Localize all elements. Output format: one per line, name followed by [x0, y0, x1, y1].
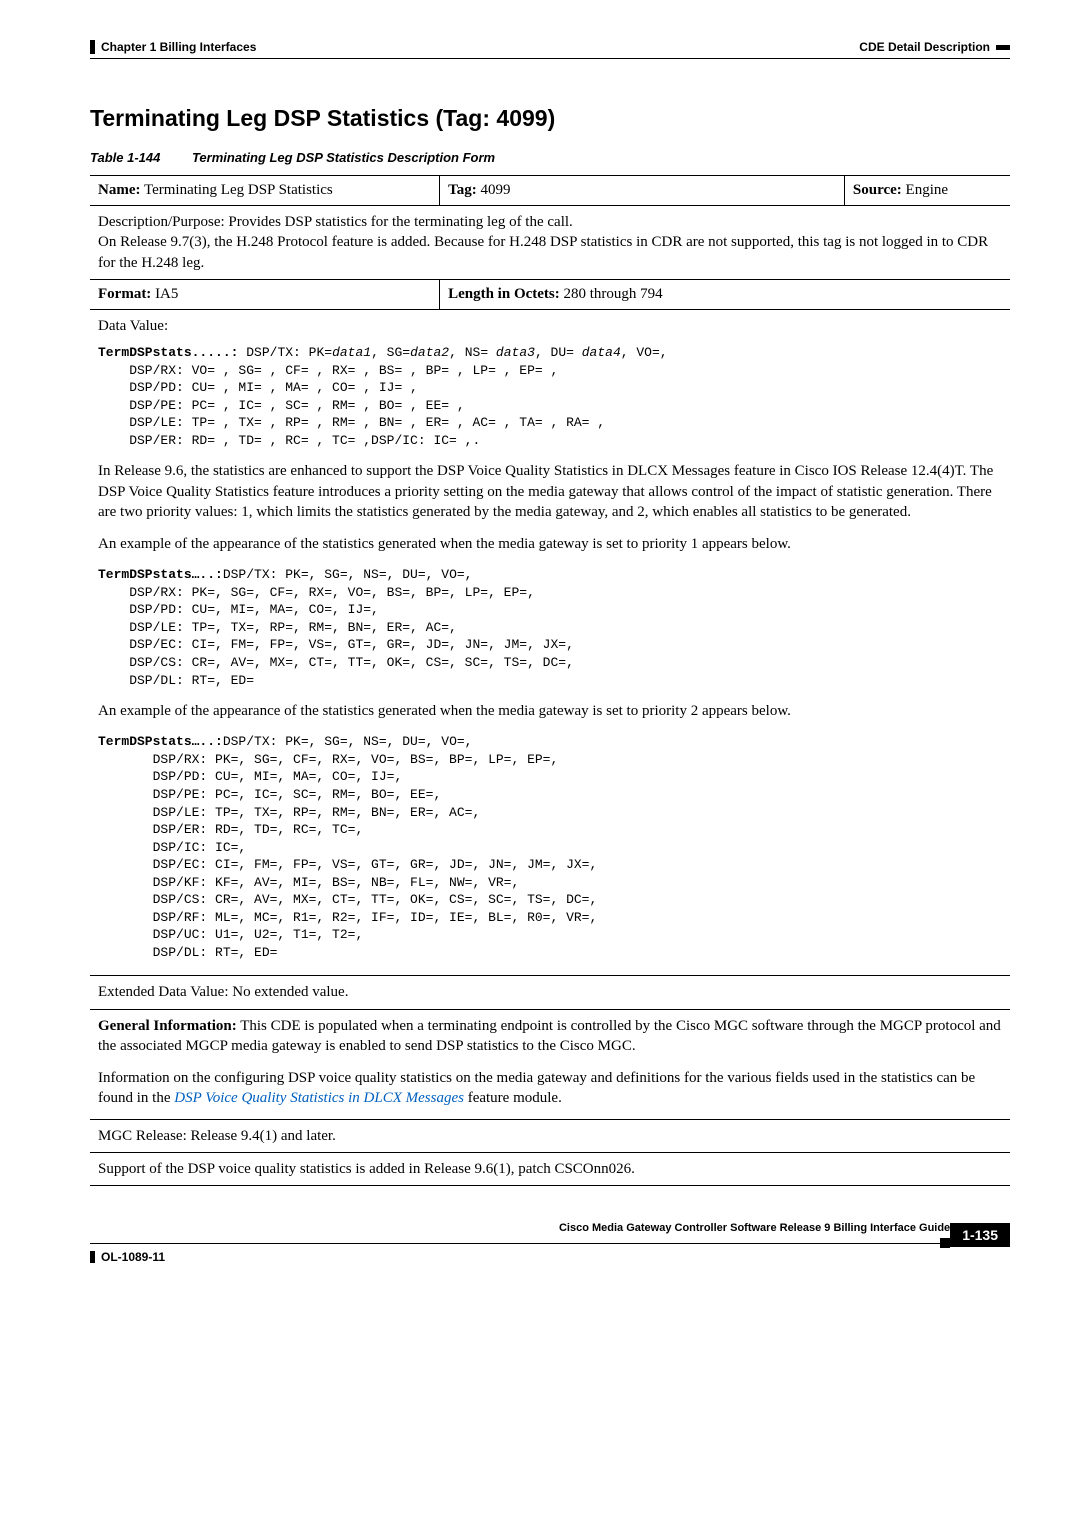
tag-value: 4099: [477, 182, 511, 198]
code2-lead: TermDSPstats…..:: [98, 567, 223, 582]
footer-ol: OL-1089-11: [101, 1250, 165, 1264]
tag-label: Tag:: [448, 182, 477, 198]
code1-tail: , VO=,: [621, 345, 668, 360]
mgc-release: MGC Release: Release 9.4(1) and later.: [98, 1126, 1002, 1146]
code3-lines: DSP/RX: PK=, SG=, CF=, RX=, VO=, BS=, BP…: [98, 752, 597, 960]
table-row: Support of the DSP voice quality statist…: [90, 1152, 1010, 1185]
code1-ns: , NS=: [449, 345, 496, 360]
name-label: Name:: [98, 182, 140, 198]
dsp-feature-link[interactable]: DSP Voice Quality Statistics in DLCX Mes…: [174, 1090, 464, 1106]
table-caption: Table 1-144 Terminating Leg DSP Statisti…: [90, 150, 1010, 165]
code1-lines: DSP/RX: VO= , SG= , CF= , RX= , BS= , BP…: [98, 363, 605, 448]
code1-d4: data4: [582, 345, 621, 360]
table-row: Name: Terminating Leg DSP Statistics Tag…: [90, 176, 1010, 206]
code-block-1: TermDSPstats.....: DSP/TX: PK=data1, SG=…: [98, 344, 1002, 449]
source-value: Engine: [902, 182, 948, 198]
description-table: Name: Terminating Leg DSP Statistics Tag…: [90, 175, 1010, 1186]
footer-square-icon: [940, 1238, 950, 1248]
header-bar-icon: [996, 45, 1010, 50]
table-row: Extended Data Value: No extended value.: [90, 976, 1010, 1009]
format-value: IA5: [151, 286, 178, 302]
chapter-label: Chapter 1 Billing Interfaces: [101, 40, 256, 54]
code3-rest: DSP/TX: PK=, SG=, NS=, DU=, VO=,: [223, 734, 473, 749]
code1-rest: DSP/TX: PK=: [238, 345, 332, 360]
table-title: Terminating Leg DSP Statistics Descripti…: [192, 150, 495, 165]
table-row: Format: IA5 Length in Octets: 280 throug…: [90, 279, 1010, 309]
table-number: Table 1-144: [90, 150, 160, 165]
general-info-label: General Information:: [98, 1018, 237, 1034]
description-text: Description/Purpose: Provides DSP statis…: [98, 212, 1002, 273]
header-tick-icon: [90, 40, 95, 54]
release-96-para: In Release 9.6, the statistics are enhan…: [98, 461, 1002, 522]
code1-lead: TermDSPstats.....:: [98, 345, 238, 360]
code1-du: , DU=: [535, 345, 582, 360]
code1-d2: data2: [410, 345, 449, 360]
code3-lead: TermDSPstats…..:: [98, 734, 223, 749]
section-label: CDE Detail Description: [859, 40, 990, 54]
table-row: Data Value: TermDSPstats.....: DSP/TX: P…: [90, 309, 1010, 976]
code-block-3: TermDSPstats…..:DSP/TX: PK=, SG=, NS=, D…: [98, 733, 1002, 961]
example1-intro: An example of the appearance of the stat…: [98, 534, 1002, 554]
header-rule: [90, 58, 1010, 59]
extended-value: Extended Data Value: No extended value.: [98, 982, 1002, 1002]
page-footer: Cisco Media Gateway Controller Software …: [90, 1222, 1010, 1248]
page-title: Terminating Leg DSP Statistics (Tag: 409…: [90, 105, 1010, 132]
code1-d3: data3: [496, 345, 535, 360]
info-post: feature module.: [464, 1090, 562, 1106]
length-value: 280 through 794: [560, 286, 663, 302]
format-label: Format:: [98, 286, 151, 302]
code-block-2: TermDSPstats…..:DSP/TX: PK=, SG=, NS=, D…: [98, 566, 1002, 689]
footer-row2: OL-1089-11: [90, 1250, 1010, 1264]
code1-d1: data1: [332, 345, 371, 360]
page-number: 1-135: [950, 1223, 1010, 1247]
page-header: Chapter 1 Billing Interfaces CDE Detail …: [90, 40, 1010, 54]
length-label: Length in Octets:: [448, 286, 560, 302]
name-value: Terminating Leg DSP Statistics: [140, 182, 332, 198]
support-line: Support of the DSP voice quality statist…: [98, 1159, 1002, 1179]
table-row: MGC Release: Release 9.4(1) and later.: [90, 1119, 1010, 1152]
example2-intro: An example of the appearance of the stat…: [98, 701, 1002, 721]
code1-sg: , SG=: [371, 345, 410, 360]
code2-lines: DSP/RX: PK=, SG=, CF=, RX=, VO=, BS=, BP…: [98, 585, 574, 688]
table-row: Description/Purpose: Provides DSP statis…: [90, 206, 1010, 280]
source-label: Source:: [853, 182, 902, 198]
code2-rest: DSP/TX: PK=, SG=, NS=, DU=, VO=,: [223, 567, 473, 582]
data-value-label: Data Value:: [98, 316, 1002, 336]
footer-guide-title: Cisco Media Gateway Controller Software …: [90, 1222, 950, 1234]
footer-tick-icon: [90, 1251, 95, 1263]
table-row: General Information: This CDE is populat…: [90, 1009, 1010, 1119]
